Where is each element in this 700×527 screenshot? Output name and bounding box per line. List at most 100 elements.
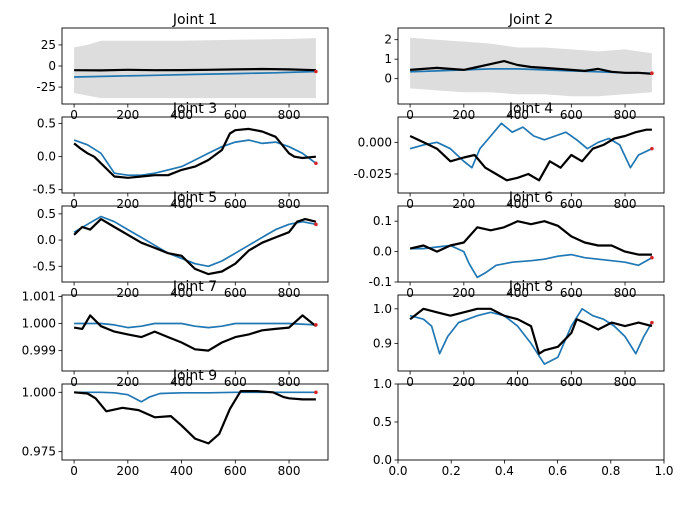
subplot-title: Joint 8 bbox=[508, 279, 553, 295]
x-tick-label: 600 bbox=[560, 375, 583, 389]
x-tick-label: 0.4 bbox=[495, 464, 514, 478]
subplot-9: 0 200 400 600 800 0.975 1.000 Joint 9 bbox=[22, 368, 329, 478]
y-tick-label: -0.5 bbox=[33, 259, 56, 273]
axes-frame bbox=[397, 294, 665, 372]
y-tick-label: 0 bbox=[48, 59, 56, 73]
y-tick-label: 0.975 bbox=[22, 445, 56, 459]
y-tick-label: -0.1 bbox=[369, 275, 392, 289]
x-tick-label: 800 bbox=[278, 464, 301, 478]
x-tick-label: 0 bbox=[70, 464, 78, 478]
subplot-5: 0 200 400 600 800 -0.5 0.0 0.5 Joint 5 bbox=[33, 190, 329, 300]
x-tick-label: 0 bbox=[406, 197, 414, 211]
x-tick-label: 400 bbox=[170, 197, 193, 211]
x-tick-label: 400 bbox=[506, 108, 529, 122]
x-tick-label: 200 bbox=[452, 375, 475, 389]
subplot-10: 0.0 0.2 0.4 0.6 0.8 1.0 0.0 0.5 1.0 bbox=[373, 377, 674, 478]
mean-line bbox=[73, 139, 317, 177]
end-point-marker bbox=[650, 71, 654, 76]
y-tick-label: 1.0 bbox=[373, 302, 392, 316]
y-tick-label: -0.025 bbox=[353, 167, 392, 181]
subplot-8: 0 200 400 600 800 0.9 1.0 Joint 8 bbox=[373, 279, 665, 389]
axes-frame bbox=[61, 383, 329, 461]
x-tick-label: 600 bbox=[560, 286, 583, 300]
y-tick-label: 0 bbox=[384, 72, 392, 86]
axes-frame bbox=[397, 27, 665, 105]
x-tick-label: 600 bbox=[224, 375, 247, 389]
observed-line bbox=[409, 307, 653, 355]
x-tick-label: 200 bbox=[452, 108, 475, 122]
y-tick-label: -25 bbox=[36, 80, 56, 94]
y-tick-label: 1.001 bbox=[22, 289, 56, 303]
subplot-title: Joint 1 bbox=[172, 12, 217, 28]
y-tick-label: 1.000 bbox=[22, 317, 56, 331]
x-tick-label: 400 bbox=[170, 286, 193, 300]
x-tick-label: 0 bbox=[406, 108, 414, 122]
y-tick-label: 0.0 bbox=[37, 233, 56, 247]
x-tick-label: 0 bbox=[70, 375, 78, 389]
x-tick-label: 200 bbox=[116, 286, 139, 300]
x-tick-label: 0 bbox=[70, 286, 78, 300]
y-tick-label: 0.5 bbox=[37, 117, 56, 131]
mean-line bbox=[409, 122, 653, 169]
x-tick-label: 600 bbox=[224, 286, 247, 300]
plot-area-3 bbox=[73, 127, 318, 179]
plot-area-2 bbox=[410, 37, 654, 97]
x-tick-label: 400 bbox=[506, 375, 529, 389]
x-tick-label: 200 bbox=[116, 375, 139, 389]
x-tick-label: 0 bbox=[406, 375, 414, 389]
y-tick-label: 0.0 bbox=[373, 453, 392, 467]
x-tick-label: 0.6 bbox=[548, 464, 567, 478]
y-tick-label: 0.000 bbox=[358, 135, 392, 149]
subplot-1: 0 200 400 600 800 -25 0 25 Joint 1 bbox=[36, 12, 329, 122]
y-tick-label: 1.0 bbox=[373, 377, 392, 391]
x-tick-label: 600 bbox=[224, 464, 247, 478]
plot-area-9 bbox=[74, 390, 318, 445]
mean-line bbox=[410, 244, 653, 279]
subplot-6: 0 200 400 600 800 -0.1 0.0 0.1 Joint 6 bbox=[369, 190, 665, 300]
end-point-marker bbox=[314, 222, 318, 227]
x-tick-label: 200 bbox=[116, 197, 139, 211]
y-tick-label: 1.000 bbox=[22, 385, 56, 399]
x-tick-label: 800 bbox=[278, 375, 301, 389]
observed-line bbox=[74, 67, 316, 72]
x-tick-label: 600 bbox=[224, 108, 247, 122]
x-tick-label: 800 bbox=[614, 197, 637, 211]
observed-line bbox=[409, 128, 652, 182]
x-tick-label: 200 bbox=[452, 286, 475, 300]
uncertainty-band bbox=[74, 38, 316, 99]
x-tick-label: 0.2 bbox=[442, 464, 461, 478]
x-tick-label: 400 bbox=[506, 197, 529, 211]
y-tick-label: 0.9 bbox=[373, 336, 392, 350]
x-tick-label: 0 bbox=[406, 286, 414, 300]
x-tick-label: 800 bbox=[614, 108, 637, 122]
observed-line bbox=[409, 220, 652, 256]
end-point-marker bbox=[314, 323, 318, 327]
observed-line bbox=[73, 127, 317, 179]
subplot-3: 0 200 400 600 800 -0.5 0.0 0.5 Joint 3 bbox=[33, 101, 329, 211]
subplot-title: Joint 9 bbox=[172, 368, 217, 384]
subplot-title: Joint 2 bbox=[508, 12, 553, 28]
observed-line bbox=[410, 59, 652, 75]
plot-area-8 bbox=[409, 307, 654, 365]
end-point-marker bbox=[650, 320, 654, 325]
end-point-marker bbox=[650, 146, 654, 151]
x-tick-label: 400 bbox=[170, 108, 193, 122]
mean-line bbox=[409, 307, 653, 365]
axes-frame bbox=[61, 116, 329, 194]
mean-line bbox=[73, 215, 317, 268]
x-tick-label: 400 bbox=[506, 286, 529, 300]
plot-area-6 bbox=[409, 220, 654, 279]
y-tick-label: 0.999 bbox=[22, 344, 56, 358]
subplot-title: Joint 6 bbox=[508, 190, 553, 206]
observed-line bbox=[74, 390, 316, 445]
axes-frame bbox=[61, 205, 329, 283]
y-tick-label: 2 bbox=[384, 33, 392, 47]
x-tick-label: 800 bbox=[614, 375, 637, 389]
axes-frame bbox=[397, 116, 665, 194]
y-tick-label: 0.5 bbox=[37, 207, 56, 221]
subplot-title: Joint 5 bbox=[172, 190, 217, 206]
x-tick-label: 800 bbox=[278, 197, 301, 211]
subplot-title: Joint 3 bbox=[172, 101, 217, 117]
end-point-marker bbox=[314, 161, 318, 166]
